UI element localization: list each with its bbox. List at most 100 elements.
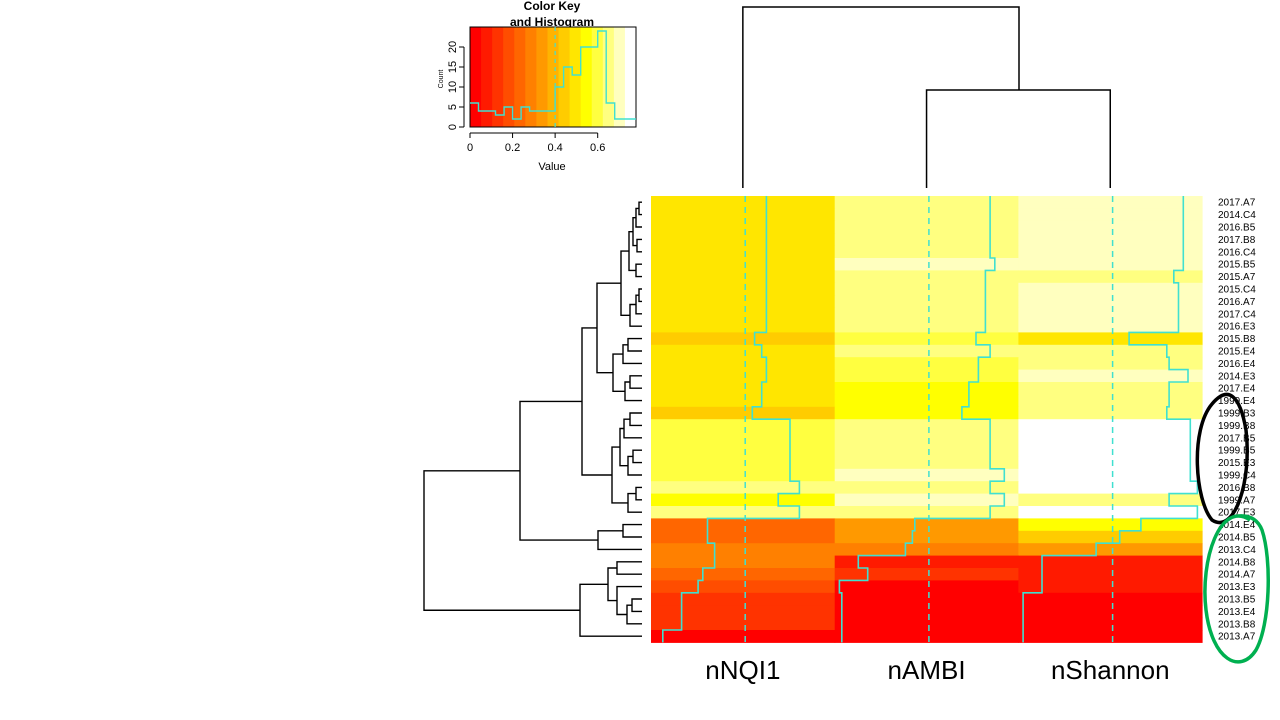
heatmap-cell xyxy=(651,282,836,296)
row-label: 2014.B8 xyxy=(1218,557,1256,568)
color-key-swatch xyxy=(591,27,604,127)
heatmap-cell xyxy=(651,555,836,569)
heatmap-cell xyxy=(1018,543,1203,557)
heatmap-cell xyxy=(651,382,836,395)
row-label: 2013.E4 xyxy=(1218,607,1256,618)
heatmap-cell xyxy=(1018,468,1203,482)
heatmap-cell xyxy=(1018,481,1203,495)
row-label: 2014.E4 xyxy=(1218,520,1256,531)
heatmap-cell xyxy=(1018,357,1203,371)
heatmap-cell xyxy=(834,220,1019,234)
color-key-y-label: Count xyxy=(438,70,445,89)
heatmap-cell xyxy=(1018,196,1203,209)
heatmap-cell xyxy=(834,592,1019,606)
heatmap-cell xyxy=(651,580,836,594)
heatmap-cell xyxy=(834,406,1019,420)
heatmap-cell xyxy=(651,431,836,445)
color-key-swatch xyxy=(536,27,548,127)
heatmap-cell xyxy=(651,406,836,420)
heatmap-cell xyxy=(834,344,1019,358)
row-dendrogram-branch xyxy=(638,201,642,216)
row-dendrogram-branch xyxy=(596,282,621,374)
color-key-y-tick-label: 15 xyxy=(447,61,459,73)
heatmap-cell xyxy=(1018,518,1203,532)
heatmap-cell xyxy=(1018,530,1203,544)
heatmap-cell xyxy=(651,307,836,321)
row-label: 2017.C4 xyxy=(1218,309,1256,320)
heatmap-cell xyxy=(1018,630,1203,643)
row-label: 1999.B3 xyxy=(1218,409,1256,420)
heatmap-cell xyxy=(1018,592,1203,606)
color-key-swatch xyxy=(624,27,637,127)
color-key-histogram: Color Key and Histogram 0 0.2 0.4 0.6 0 5 10 15… xyxy=(438,0,637,173)
row-label: 2016.E3 xyxy=(1218,322,1256,333)
heatmap-cell xyxy=(651,630,836,643)
heatmap-cell xyxy=(651,320,836,333)
row-label: 2013.C4 xyxy=(1218,545,1256,556)
heatmap-cell xyxy=(1018,394,1203,408)
heatmap-cell xyxy=(651,394,836,408)
row-label: 2016.B5 xyxy=(1218,223,1256,234)
heatmap-cell xyxy=(1018,605,1203,619)
heatmap-cell xyxy=(834,332,1019,346)
trace-line xyxy=(1022,196,1199,643)
row-dendrogram-branch xyxy=(635,486,642,501)
heatmap-cell xyxy=(834,530,1019,544)
heatmap-cell xyxy=(1018,270,1203,284)
row-dendrogram-branch xyxy=(627,492,642,513)
row-label: 2015.B8 xyxy=(1218,334,1256,345)
row-label: 2016.C4 xyxy=(1218,247,1256,258)
row-label: 2013.A7 xyxy=(1218,632,1256,643)
heatmap-cell xyxy=(1018,456,1203,470)
heatmap-cell xyxy=(834,518,1019,532)
heatmap-cell xyxy=(834,605,1019,619)
color-key-swatch xyxy=(514,27,526,127)
color-key-x-tick-label: 0.2 xyxy=(505,142,520,154)
row-label: 2015.A7 xyxy=(1218,272,1256,283)
row-dendrogram-branch xyxy=(631,598,642,613)
column-label: nNQI1 xyxy=(705,655,780,685)
trace-line xyxy=(838,196,1006,643)
color-key-swatch xyxy=(492,27,504,127)
color-key-y-tick-label: 5 xyxy=(447,104,459,110)
heatmap-cell xyxy=(1018,245,1203,259)
heatmap-cell xyxy=(834,506,1019,519)
color-key-swatch xyxy=(481,27,493,127)
heatmap-cell xyxy=(834,568,1019,581)
heatmap-cell xyxy=(651,344,836,358)
heatmap-cell xyxy=(834,196,1019,209)
heatmap-cell xyxy=(651,295,836,309)
heatmap-cell xyxy=(834,617,1019,631)
heatmap-cell xyxy=(1018,506,1203,519)
row-dendrogram-branch xyxy=(632,449,642,464)
heatmap-cell xyxy=(1018,444,1203,457)
row-dendrogram-branch xyxy=(638,288,642,303)
row-label: 2017.E4 xyxy=(1218,384,1256,395)
heatmap-cell xyxy=(1018,617,1203,631)
heatmap-cell xyxy=(1018,568,1203,581)
heatmap-cell xyxy=(1018,406,1203,420)
row-dendrogram-branch xyxy=(622,344,642,365)
color-key-title: Color Key xyxy=(524,0,581,13)
row-label: 2017.E3 xyxy=(1218,508,1256,519)
heatmap-cell xyxy=(651,617,836,631)
row-dendrogram-branch xyxy=(616,561,642,575)
heatmap-cell xyxy=(651,208,836,222)
row-dendrogram xyxy=(423,201,642,637)
hand-drawn-annotations xyxy=(1195,392,1270,664)
heatmap-cell xyxy=(834,357,1019,371)
row-label: 2014.C4 xyxy=(1218,210,1256,221)
row-dendrogram-branch xyxy=(635,263,642,278)
color-key-y-tick-label: 10 xyxy=(447,81,459,93)
row-label: 2017.B8 xyxy=(1218,235,1256,246)
heatmap-cell xyxy=(651,493,836,507)
color-key-swatch xyxy=(613,27,626,127)
color-key-frame xyxy=(469,26,637,128)
heatmap-cell xyxy=(651,270,836,284)
heatmap-cell xyxy=(1018,555,1203,569)
heatmap-cell xyxy=(834,444,1019,457)
color-key-x-label: Value xyxy=(538,161,565,173)
row-label: 2013.E3 xyxy=(1218,582,1256,593)
